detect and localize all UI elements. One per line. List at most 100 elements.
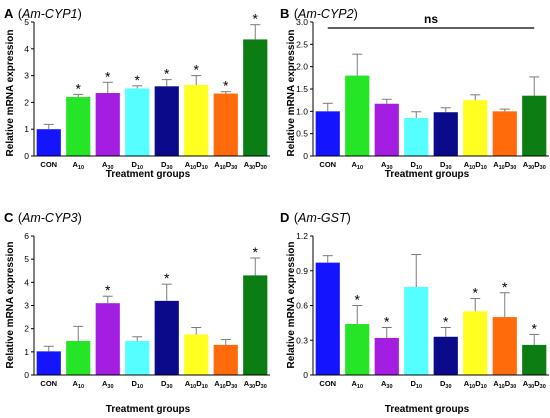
panel-d-y-tick-label: 0.3 [296, 335, 308, 345]
panel-b-y-tick-label: 2.0 [296, 62, 308, 72]
panel-d-x-axis-label: Treatment groups [385, 404, 470, 415]
panel-d-y-tick-label: 0 [303, 370, 308, 380]
panel-c-significance-marker: * [164, 270, 170, 286]
panel-a-category-label: A10D10 [185, 160, 208, 171]
panel-d-gene-name: Am-GST [297, 211, 348, 225]
panel-a-bar [243, 39, 268, 156]
panel-b-y-tick-label: 0.5 [296, 129, 308, 139]
panel-d-bar [463, 311, 488, 375]
panel-a-significance-marker: * [223, 78, 229, 94]
panel-a-y-tick-label: 4 [24, 44, 29, 54]
panel-d: D (Am-GST) Relative mRNA expression Trea… [280, 209, 549, 415]
panel-a-x-axis-label: Treatment groups [106, 169, 191, 180]
panel-d-bar [404, 286, 429, 375]
panel-b-x-axis-label: Treatment groups [385, 169, 470, 180]
panel-b-category-label: CON [319, 160, 336, 169]
panel-c-y-tick-label: 0 [24, 370, 29, 380]
panel-c-category-label: A30D30 [244, 379, 267, 390]
panel-c-y-tick-label: 2 [24, 324, 29, 334]
panel-c-category-label: A30 [102, 379, 114, 390]
panel-c-x-axis-label: Treatment groups [106, 404, 191, 415]
panel-c-bar [66, 340, 91, 375]
panel-a-category-label: A30 [102, 160, 114, 171]
panel-c-category-label: D30 [161, 379, 173, 390]
panel-b-category-label: A10D30 [493, 160, 516, 171]
panel-c-header: C (Am-CYP3) [4, 209, 82, 226]
panel-b-letter: B [280, 6, 289, 21]
panel-d-category-label: A10D30 [493, 379, 516, 390]
panel-c-category-label: A10 [72, 379, 84, 390]
panel-a-y-tick-label: 3 [24, 71, 29, 81]
panel-a-y-tick-label: 0 [24, 151, 29, 161]
panel-b-y-tick-label: 2.5 [296, 39, 308, 49]
panel-b: B (Am-CYP2) Relative mRNA expression Tre… [280, 6, 549, 180]
panel-d-significance-marker: * [532, 320, 538, 336]
panel-a-bar [95, 93, 120, 156]
panel-c: C (Am-CYP3) Relative mRNA expression Tre… [4, 209, 270, 415]
panel-c-category-label: D10 [131, 379, 143, 390]
panel-a-category-label: D30 [161, 160, 173, 171]
panel-a-y-tick-label: 5 [24, 17, 29, 27]
panel-b-gene-name: Am-CYP2 [297, 7, 354, 21]
panel-c-y-tick-label: 6 [24, 231, 29, 241]
panel-d-category-label: D30 [440, 379, 452, 390]
panel-c-gene-name: Am-CYP3 [21, 211, 78, 225]
panel-c-category-label: A10D10 [185, 379, 208, 390]
panel-a-category-label: CON [40, 160, 57, 169]
panel-b-annotation: ns [424, 12, 438, 26]
panel-c-category-label: A10D30 [214, 379, 237, 390]
panel-d-bar [522, 344, 547, 375]
panel-c-y-tick-label: 3 [24, 301, 29, 311]
panel-a: A (Am-CYP1) Relative mRNA expression Tre… [4, 6, 270, 180]
panel-d-plot-area: 0 0.3 0.6 0.9 1.2 CON * A10 * A30 D10 * D30 * A10D10 * A… [296, 231, 549, 390]
panel-c-significance-marker: * [105, 282, 111, 298]
panel-b-bar [374, 103, 399, 156]
panel-c-y-axis-label: Relative mRNA expression [5, 242, 16, 369]
panel-c-y-tick-label: 1 [24, 347, 29, 357]
panel-a-significance-marker: * [76, 80, 82, 96]
panel-d-y-tick-label: 0.6 [296, 301, 308, 311]
panel-d-category-label: A10D10 [464, 379, 487, 390]
panel-b-category-label: A30D30 [523, 160, 546, 171]
panel-c-category-label: CON [40, 379, 57, 388]
panel-a-bar [125, 88, 150, 156]
panel-b-y-tick-label: 0 [303, 151, 308, 161]
panel-b-bar [345, 75, 370, 156]
panel-c-bar [184, 334, 209, 375]
panel-b-category-label: A10D10 [464, 160, 487, 171]
panel-b-bar [433, 112, 458, 156]
panel-b-y-tick-label: 3.0 [296, 17, 308, 27]
panel-a-bar [213, 93, 238, 156]
panel-d-category-label: A30D30 [523, 379, 546, 390]
panel-b-category-label: A30 [381, 160, 393, 171]
panel-a-significance-marker: * [164, 66, 170, 82]
panel-d-header: D (Am-GST) [280, 209, 351, 226]
panel-a-bar [66, 97, 91, 156]
panel-d-y-tick-label: 1.2 [296, 231, 308, 241]
panel-b-y-tick-label: 1.5 [296, 84, 308, 94]
panel-a-significance-marker: * [135, 72, 141, 88]
panel-b-y-axis-label: Relative mRNA expression [286, 30, 297, 157]
panel-b-category-label: A10 [351, 160, 363, 171]
panel-a-category-label: A30D30 [244, 160, 267, 171]
panel-a-category-label: A10D30 [214, 160, 237, 171]
panel-d-y-tick-label: 0.9 [296, 266, 308, 276]
panel-d-bar [433, 336, 458, 375]
panel-b-y-tick-label: 1.0 [296, 106, 308, 116]
panel-b-bar [315, 111, 340, 156]
panel-a-bar [36, 129, 61, 156]
panel-a-y-axis-label: Relative mRNA expression [5, 30, 16, 157]
panel-d-category-label: A10 [351, 379, 363, 390]
panel-a-significance-marker: * [105, 68, 111, 84]
panel-d-letter: D [280, 210, 289, 225]
panel-d-significance-marker: * [384, 314, 390, 330]
panel-c-letter: C [4, 210, 14, 225]
panel-b-bar [492, 111, 517, 156]
panel-d-y-axis-label: Relative mRNA expression [286, 242, 297, 369]
panel-a-bar [154, 86, 179, 156]
panel-d-bar [345, 324, 370, 375]
panel-a-significance-marker: * [194, 62, 200, 78]
panel-d-significance-marker: * [355, 292, 361, 308]
panel-d-category-label: A30 [381, 379, 393, 390]
